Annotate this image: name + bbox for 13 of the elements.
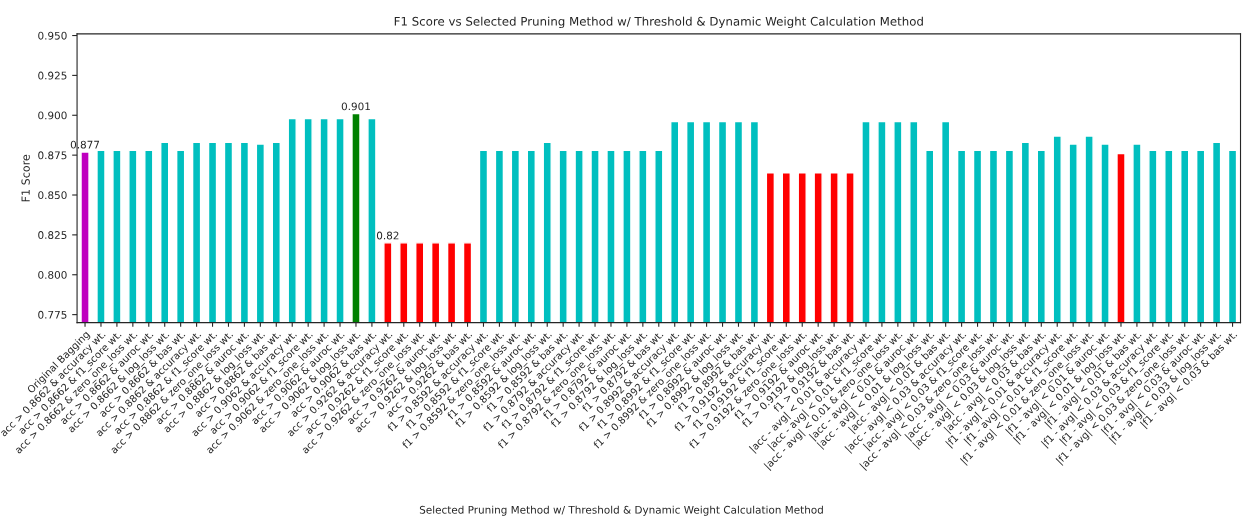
chart-title: F1 Score vs Selected Pruning Method w/ Threshold & Dynamic Weight Calculation Method bbox=[394, 16, 923, 29]
x-axis-title: Selected Pruning Method w/ Threshold & Dynamic Weight Calculation Method bbox=[419, 505, 823, 516]
y-tick-label: 0.925 bbox=[38, 71, 67, 80]
y-tick-label: 0.900 bbox=[38, 111, 67, 120]
data-label: 0.901 bbox=[341, 102, 370, 111]
y-tick-label: 0.825 bbox=[38, 231, 67, 239]
y-tick-label: 0.800 bbox=[38, 270, 67, 279]
y-tick-label: 0.875 bbox=[38, 151, 67, 160]
y-tick-label: 0.775 bbox=[38, 310, 67, 319]
y-tick-label: 0.850 bbox=[38, 191, 67, 200]
data-label: 0.82 bbox=[376, 231, 399, 240]
y-axis-title: F1 Score bbox=[21, 154, 30, 202]
y-tick-label: 0.950 bbox=[38, 31, 67, 40]
